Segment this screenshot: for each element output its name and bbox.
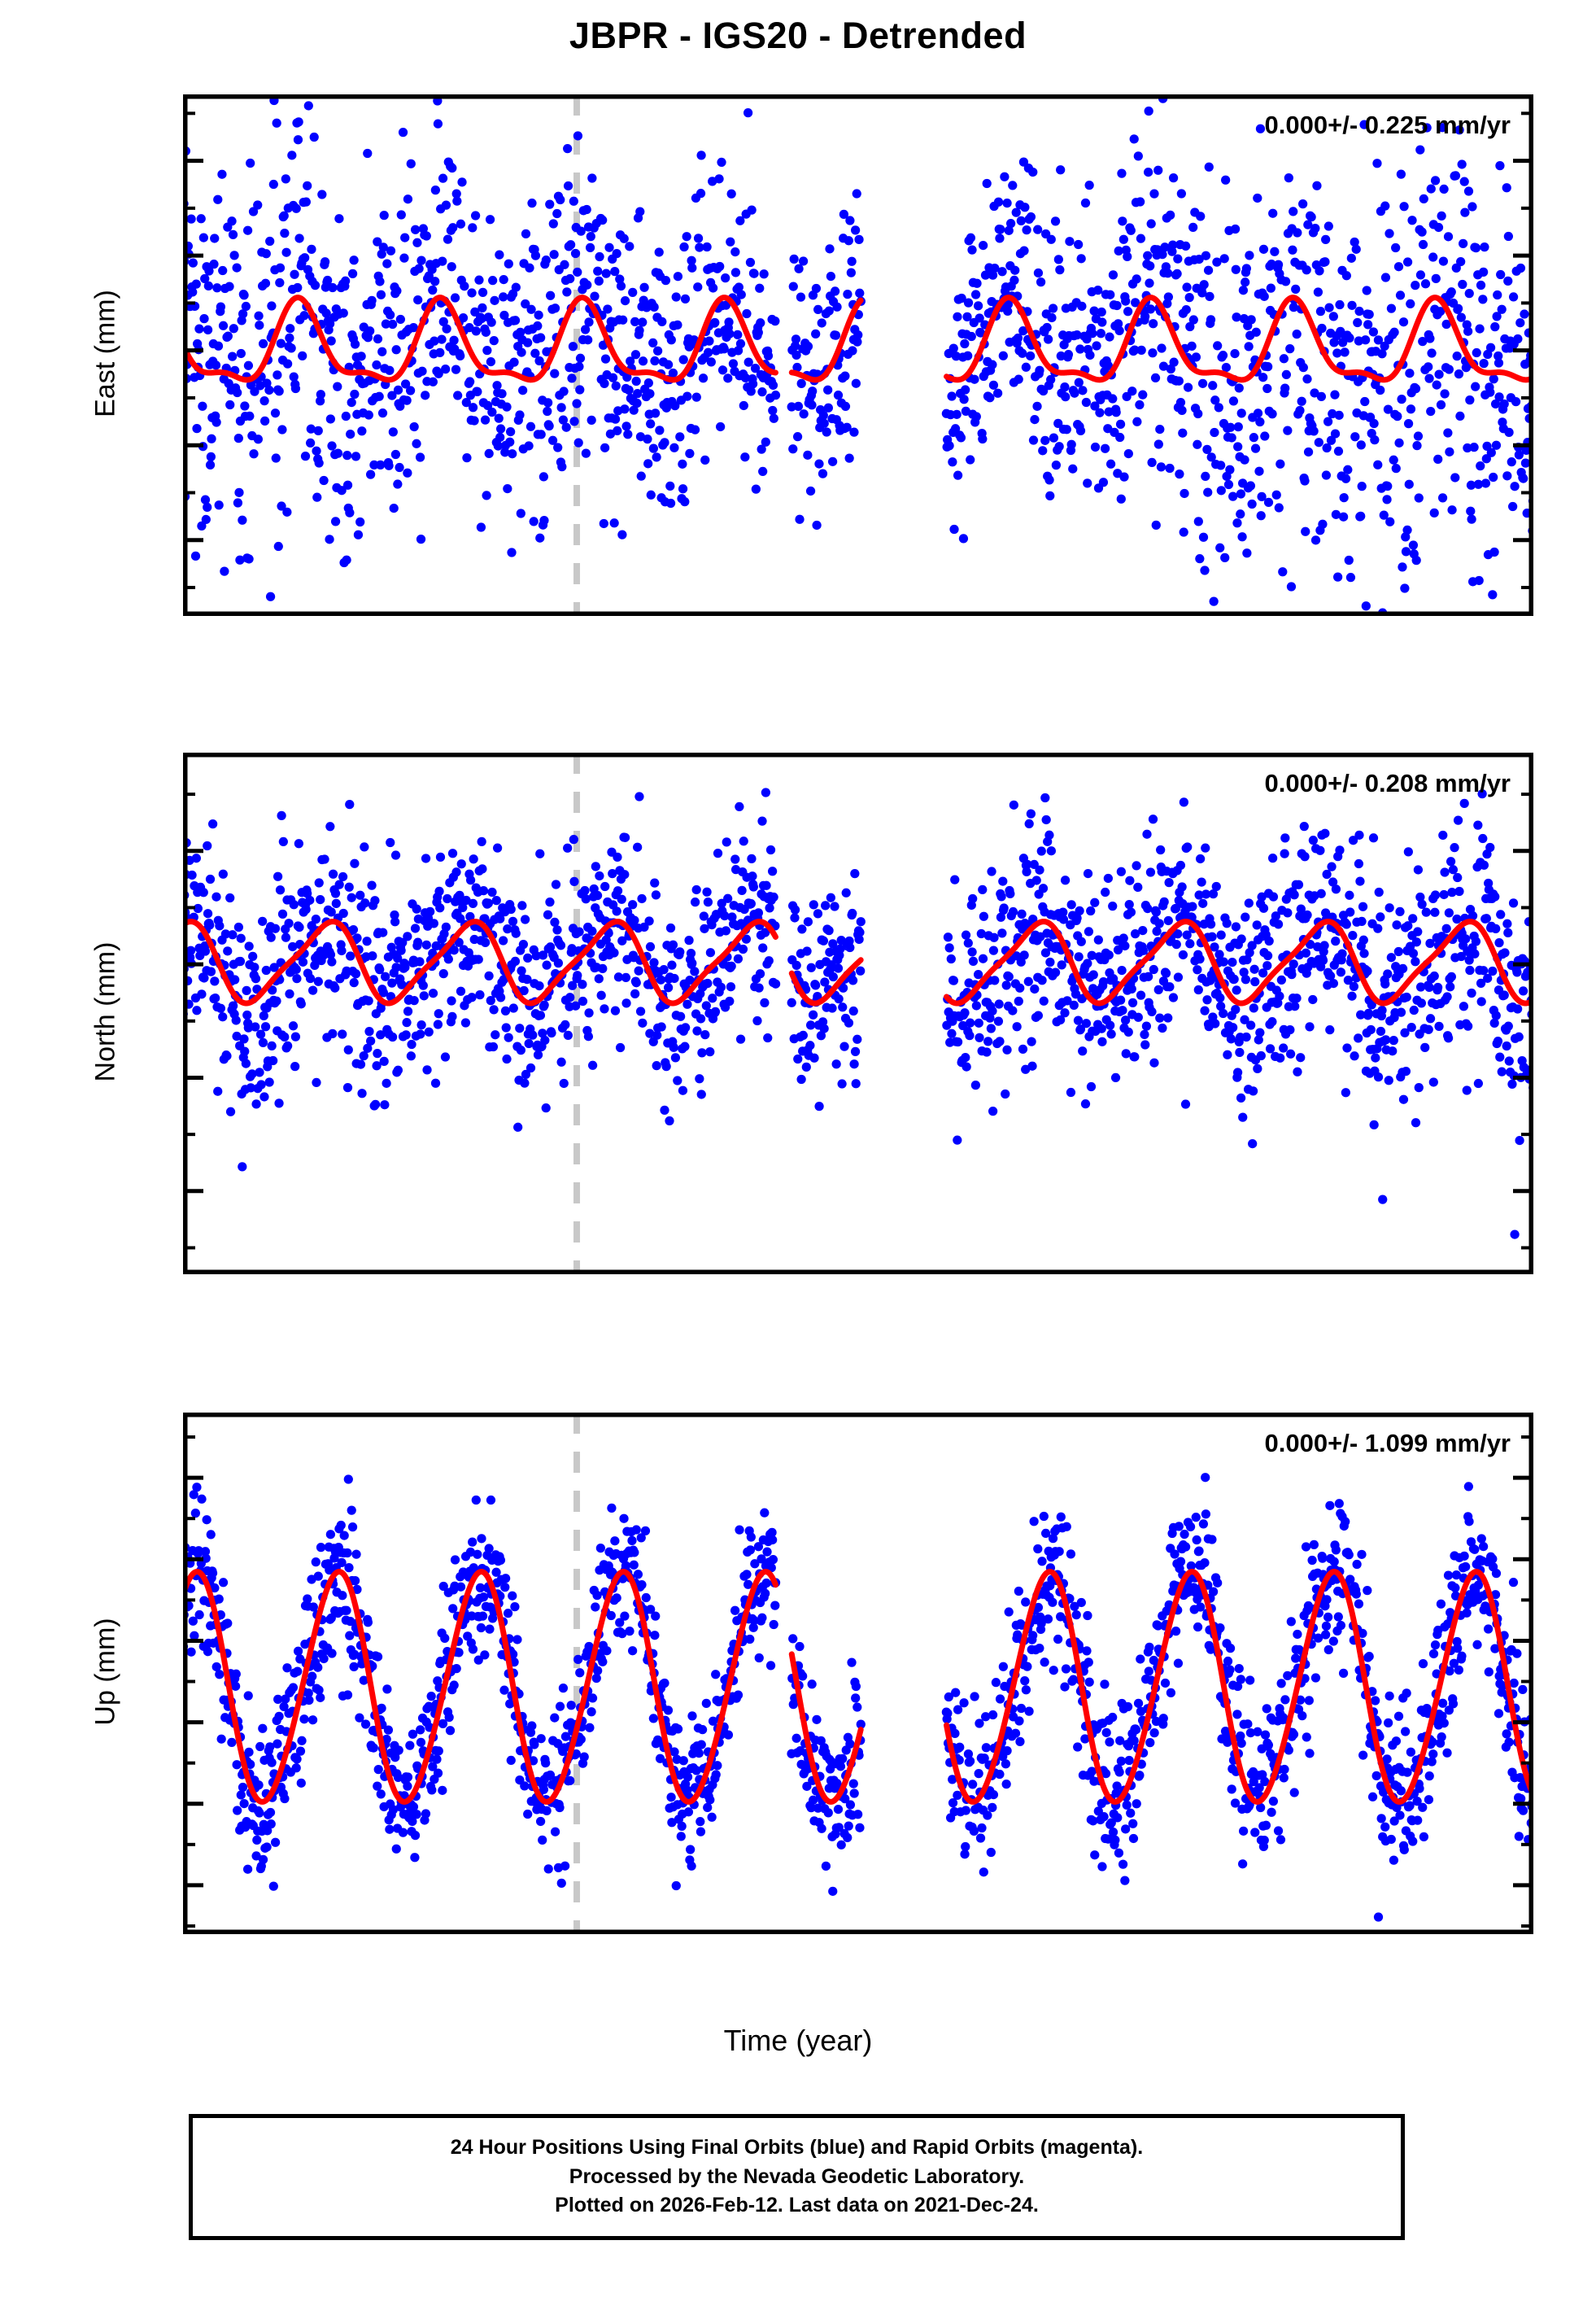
footer-line-dates: Plotted on 2026-Feb-12. Last data on 202…	[555, 2194, 1039, 2217]
plot-frame	[183, 94, 1533, 616]
chart-plot-east: 20142016201820202022420-2-40.000+/- 0.22…	[183, 94, 1533, 616]
rate-annotation: 0.000+/- 0.208 mm/yr	[1265, 769, 1511, 797]
chart-plot-north: 2014201620182020202230-3-60.000+/- 0.208…	[183, 753, 1533, 1274]
page-title: JBPR - IGS20 - Detrended	[569, 15, 1027, 56]
model-fit-curve	[183, 919, 1533, 1007]
y-axis-label-north: North (mm)	[89, 941, 121, 1081]
rate-annotation: 0.000+/- 1.099 mm/yr	[1265, 1429, 1511, 1457]
chart-plot-up: 201420162018202020223020100-10-200.000+/…	[183, 1413, 1533, 1934]
model-fit-curve	[183, 1569, 1533, 1805]
panel-east: 20142016201820202022420-2-40.000+/- 0.22…	[183, 94, 1533, 616]
footer-line-orbits: 24 Hour Positions Using Final Orbits (bl…	[450, 2136, 1144, 2160]
panel-up: 201420162018202020223020100-10-200.000+/…	[183, 1413, 1533, 1934]
scatter-points	[183, 94, 1533, 616]
plot-background	[183, 94, 1533, 616]
y-axis-label-up: Up (mm)	[89, 1617, 121, 1726]
x-axis-label: Time (year)	[723, 2024, 873, 2057]
footer-note-box: 24 Hour Positions Using Final Orbits (bl…	[189, 2114, 1405, 2240]
model-fit-curve	[183, 295, 1533, 383]
y-axis-label-east: East (mm)	[89, 289, 121, 417]
plot-background	[183, 1413, 1533, 1934]
plot-frame	[183, 1413, 1533, 1934]
footer-line-institution: Processed by the Nevada Geodetic Laborat…	[569, 2164, 1025, 2188]
plot-frame	[183, 753, 1533, 1274]
plot-background	[183, 753, 1533, 1274]
panel-north: 2014201620182020202230-3-60.000+/- 0.208…	[183, 753, 1533, 1274]
rate-annotation: 0.000+/- 0.225 mm/yr	[1265, 111, 1511, 139]
